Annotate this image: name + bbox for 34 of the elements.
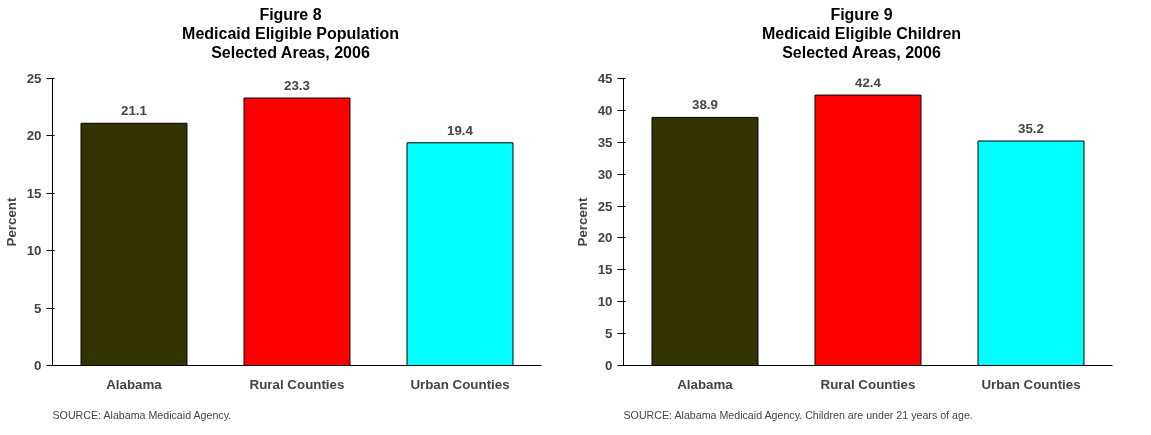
y-tick-label: 35 (597, 134, 614, 150)
x-tick-label: Alabama (106, 376, 163, 392)
data-label: 38.9 (692, 96, 718, 112)
chart-title: Figure 8 Medicaid Eligible Population Selected Areas, 2006 (182, 5, 399, 63)
y-tick-label: 5 (34, 300, 43, 316)
y-axis-title: Percent (574, 196, 590, 247)
y-tick-label: 0 (605, 357, 613, 373)
x-tick-label: Rural Counties (249, 376, 345, 392)
y-tick-label: 25 (26, 70, 43, 86)
y-tick-label: 20 (26, 127, 42, 143)
y-tick-label: 10 (597, 293, 613, 309)
data-label: 21.1 (121, 102, 148, 118)
x-tick-label: Urban Counties (410, 376, 510, 392)
y-tick-label: 45 (597, 70, 614, 86)
y-tick-label: 40 (597, 102, 613, 118)
y-tick-label: 25 (597, 198, 614, 214)
y-tick-label: 5 (605, 325, 614, 341)
y-tick-label: 10 (26, 242, 42, 258)
x-tick-label: Urban Counties (981, 376, 1081, 392)
y-tick-label: 30 (597, 166, 613, 182)
data-label: 35.2 (1018, 120, 1044, 136)
chart-title: Figure 9 Medicaid Eligible Children Selected Areas, 2006 (761, 5, 962, 63)
y-axis-title: Percent (3, 196, 19, 247)
data-label: 42.4 (855, 74, 882, 90)
source-note: SOURCE: Alabama Medicaid Agency. Children are under 21 years of age. (623, 408, 973, 421)
y-tick-label: 15 (26, 185, 43, 201)
x-tick-label: Alabama (677, 376, 734, 392)
x-tick-label: Rural Counties (820, 376, 916, 392)
y-tick-label: 0 (34, 357, 42, 373)
data-label: 19.4 (447, 122, 474, 138)
y-tick-label: 15 (597, 261, 614, 277)
y-tick-label: 20 (597, 230, 613, 246)
source-note: SOURCE: Alabama Medicaid Agency. (52, 408, 232, 421)
data-label: 23.3 (284, 77, 310, 93)
